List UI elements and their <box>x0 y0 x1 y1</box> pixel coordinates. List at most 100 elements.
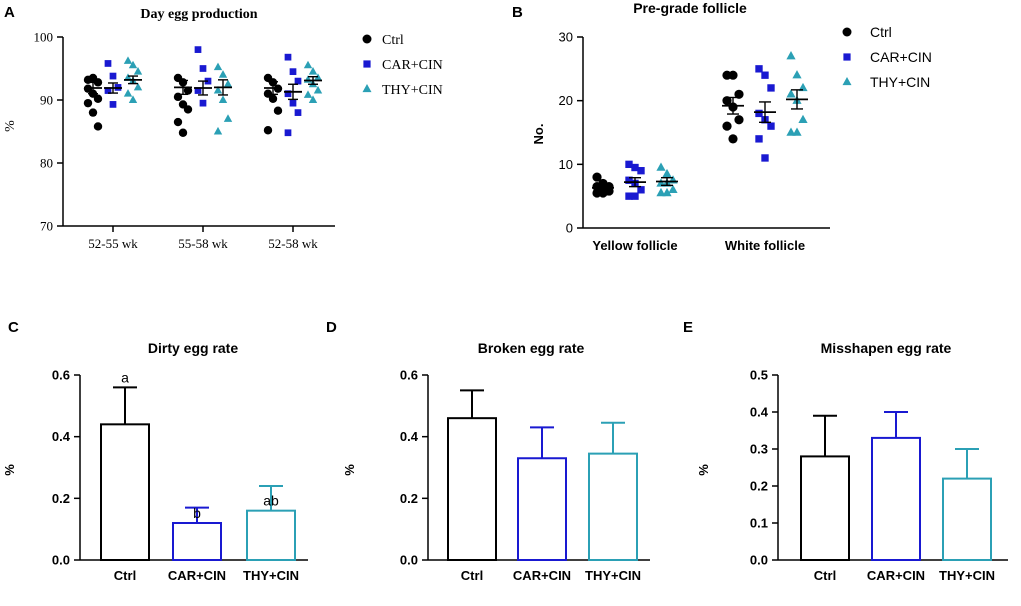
legend-label: CAR+CIN <box>382 58 443 73</box>
data-point <box>194 46 202 53</box>
panel-c-letter: C <box>8 319 19 336</box>
data-point <box>104 87 112 94</box>
data-point <box>223 79 233 88</box>
y-tick-label: 0.0 <box>400 553 418 568</box>
legend-marker <box>363 60 371 68</box>
panel-c-title: Dirty egg rate <box>148 340 238 356</box>
legend-marker <box>842 27 852 37</box>
panel-c-ylabel: % <box>2 464 17 476</box>
data-point <box>213 85 223 94</box>
legend-marker <box>843 53 851 61</box>
data-point <box>656 162 666 171</box>
data-point <box>268 94 278 103</box>
data-point <box>734 115 744 125</box>
data-point <box>625 160 633 169</box>
legend-marker <box>842 77 852 86</box>
data-point <box>767 122 775 130</box>
panel-d-title: Broken egg rate <box>478 340 585 356</box>
data-point <box>133 67 143 75</box>
data-point <box>273 106 283 115</box>
data-point <box>109 72 117 80</box>
panel-b-title: Pre-grade follicle <box>633 0 747 16</box>
x-tick-label: THY+CIN <box>939 568 995 583</box>
panel-b-letter: B <box>512 4 523 21</box>
data-point <box>178 128 188 137</box>
panel-a-letter: A <box>4 4 15 21</box>
panel-a: A Day egg production % 100 90 80 70 52-55 w… <box>3 4 443 251</box>
x-tick-label: 52-58 wk <box>268 236 318 251</box>
data-point <box>183 105 193 114</box>
data-point <box>218 95 228 103</box>
data-point <box>668 184 678 194</box>
data-point <box>109 101 117 108</box>
y-tick-label: 100 <box>34 30 54 45</box>
data-point <box>173 117 183 127</box>
y-tick-label: 10 <box>559 157 573 172</box>
panel-a-ylabel: % <box>3 120 18 132</box>
data-point <box>792 70 802 79</box>
x-tick-label: CAR+CIN <box>867 568 925 583</box>
bar <box>172 522 222 561</box>
legend-label: Ctrl <box>382 33 404 48</box>
y-tick-label: 0.4 <box>750 405 769 420</box>
y-tick-label: 20 <box>559 93 573 108</box>
data-point <box>637 186 645 194</box>
data-point <box>263 126 273 135</box>
bar <box>871 436 921 561</box>
data-point <box>767 84 775 92</box>
data-point <box>303 60 313 69</box>
legend-label: THY+CIN <box>382 83 443 98</box>
data-point <box>199 65 207 72</box>
x-tick-label: Ctrl <box>461 568 483 583</box>
data-point <box>284 53 292 61</box>
data-point <box>662 168 672 178</box>
significance-letter: ab <box>263 493 279 509</box>
y-tick-label: 0 <box>566 221 573 236</box>
data-point <box>183 86 193 95</box>
data-point <box>213 62 223 71</box>
data-point <box>128 60 138 69</box>
panel-b: B Pre-grade follicle No. 30 20 10 0 Yellow … <box>512 0 932 253</box>
data-point <box>199 99 207 107</box>
significance-letter: a <box>121 369 129 385</box>
x-tick-label: 52-55 wk <box>88 236 138 251</box>
y-tick-label: 0.5 <box>750 368 768 383</box>
y-tick-label: 0.4 <box>400 429 419 444</box>
panel-d-letter: D <box>326 319 337 336</box>
bar <box>800 455 850 561</box>
y-tick-label: 0.4 <box>52 429 71 444</box>
legend-label: THY+CIN <box>870 74 930 90</box>
data-point <box>289 99 297 107</box>
data-point <box>722 121 732 131</box>
data-point <box>755 135 763 143</box>
data-point <box>294 109 302 116</box>
data-point <box>308 95 318 103</box>
y-tick-label: 0.6 <box>400 368 418 383</box>
data-point <box>223 114 233 122</box>
y-tick-label: 70 <box>40 219 53 234</box>
data-point <box>294 77 302 85</box>
y-tick-label: 0.0 <box>750 553 768 568</box>
data-point <box>133 82 143 91</box>
data-point <box>656 178 666 187</box>
data-point <box>625 192 633 200</box>
data-point <box>303 90 313 98</box>
data-point <box>93 122 103 131</box>
data-point <box>786 51 796 60</box>
significance-letter: b <box>193 505 201 521</box>
data-point <box>728 70 738 80</box>
bar <box>100 423 150 562</box>
data-point <box>123 89 133 97</box>
data-point <box>792 127 802 136</box>
data-point <box>194 87 202 94</box>
data-point <box>637 167 645 175</box>
bar <box>246 509 296 561</box>
data-point <box>128 95 138 103</box>
panel-e: E Misshapen egg rate % 0.5 0.4 0.3 0.2 0.1 0.… <box>683 319 1008 583</box>
bar <box>942 477 992 562</box>
bar <box>588 452 638 561</box>
panel-c: C Dirty egg rate % 0.6 0.4 0.2 0.0 Ctrl CAR+… <box>2 319 308 583</box>
y-tick-label: 80 <box>40 156 53 171</box>
data-point <box>213 126 223 135</box>
data-point <box>631 163 639 172</box>
